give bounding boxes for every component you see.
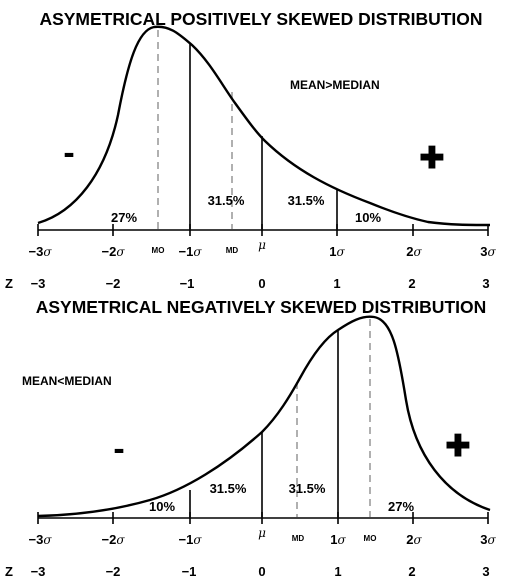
top-title: ASYMETRICAL POSITIVELY SKEWED DISTRIBUTI…	[39, 9, 482, 29]
top-z-value: −2	[106, 276, 121, 291]
bottom-z-label: Z	[5, 564, 13, 579]
top-z-value: 3	[482, 276, 489, 291]
bottom-z-value: 3	[482, 564, 489, 579]
top-mean-label: μ	[258, 238, 266, 252]
top-axis-label: 1σ	[329, 244, 345, 259]
bottom-region-label: 27%	[388, 499, 414, 514]
bottom-axis-label: −3σ	[28, 532, 52, 547]
bottom-median-label: MD	[292, 534, 305, 543]
bottom-minus-sign: -	[113, 430, 124, 468]
bottom-region-label: 31.5%	[289, 481, 326, 496]
top-minus-sign: -	[63, 134, 74, 172]
bottom-z-value: −2	[106, 564, 121, 579]
bottom-axis-label: −2σ	[101, 532, 125, 547]
top-z-value: −3	[31, 276, 46, 291]
top-z-value: 2	[408, 276, 415, 291]
top-axis-label: −2σ	[101, 244, 125, 259]
top-region-label: 27%	[111, 210, 137, 225]
top-region-label: 10%	[355, 210, 381, 225]
bottom-z-value: 2	[408, 564, 415, 579]
bottom-plus-sign: ✚	[445, 430, 470, 463]
bottom-z-value: 1	[334, 564, 341, 579]
bottom-axis-label: 3σ	[480, 532, 496, 547]
top-z-value: 1	[333, 276, 340, 291]
top-median-label: MD	[226, 246, 239, 255]
top-z-label: Z	[5, 276, 13, 291]
top-axis-label: −1σ	[178, 244, 202, 259]
top-axis-label: −3σ	[28, 244, 52, 259]
bottom-axis-label: 1σ	[330, 532, 346, 547]
top-plus-sign: ✚	[419, 142, 444, 175]
bottom-z-value: −3	[31, 564, 46, 579]
bottom-axis-ticks	[37, 512, 489, 524]
top-region-label: 31.5%	[208, 193, 245, 208]
top-axis-ticks	[37, 224, 489, 236]
top-distribution-curve	[37, 25, 491, 227]
bottom-title: ASYMETRICAL NEGATIVELY SKEWED DISTRIBUTI…	[36, 297, 487, 317]
top-axis-label: 3σ	[480, 244, 496, 259]
top-mean-median-note: MEAN>MEDIAN	[290, 78, 380, 92]
bottom-axis-label: −1σ	[178, 532, 202, 547]
top-region-label: 31.5%	[288, 193, 325, 208]
bottom-mean-label: μ	[258, 526, 266, 540]
top-z-value: 0	[258, 276, 265, 291]
bottom-distribution-curve	[37, 315, 491, 518]
bottom-z-value: 0	[258, 564, 265, 579]
bottom-mean-median-note: MEAN<MEDIAN	[22, 374, 112, 388]
top-panel: ASYMETRICAL POSITIVELY SKEWED DISTRIBUTI…	[5, 9, 497, 291]
bottom-region-label: 10%	[149, 499, 175, 514]
top-mode-label: MO	[152, 246, 165, 255]
top-z-value: −1	[180, 276, 195, 291]
bottom-axis-label: 2σ	[406, 532, 422, 547]
bottom-panel: ASYMETRICAL NEGATIVELY SKEWED DISTRIBUTI…	[5, 297, 497, 579]
bottom-mode-label: MO	[364, 534, 377, 543]
bottom-region-label: 31.5%	[210, 481, 247, 496]
bottom-z-value: −1	[182, 564, 197, 579]
top-axis-label: 2σ	[406, 244, 422, 259]
